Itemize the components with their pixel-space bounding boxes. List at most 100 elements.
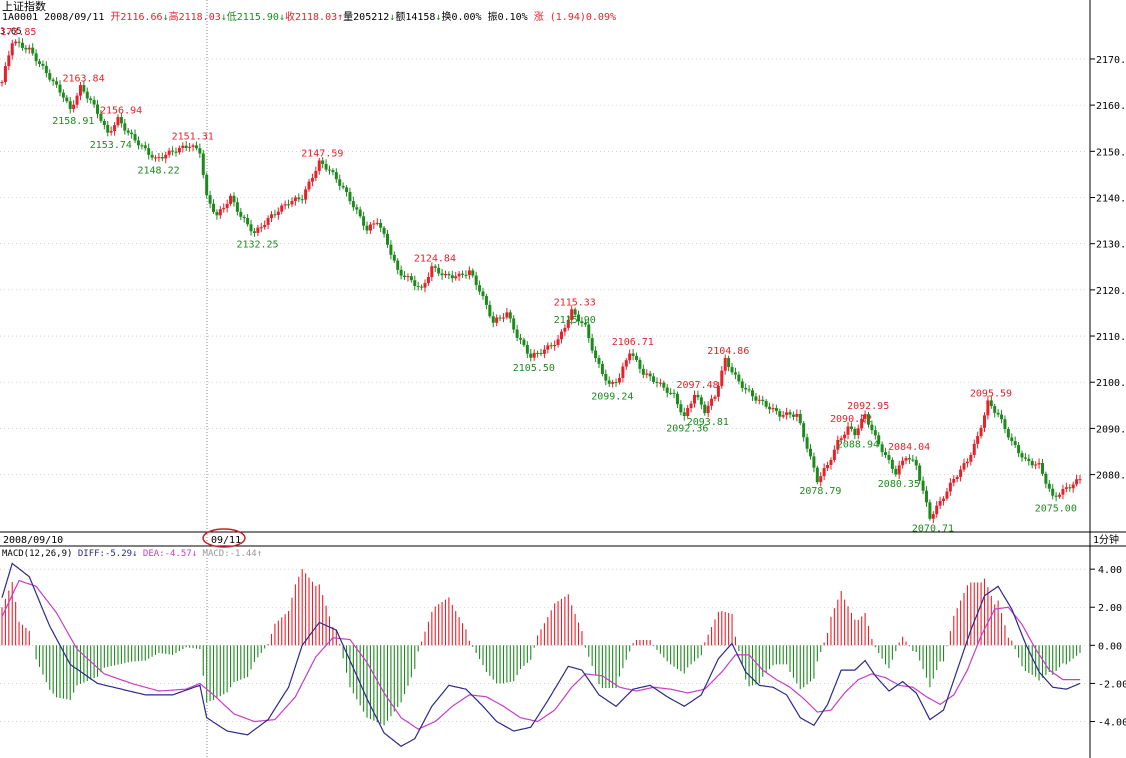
low-annotation: 2099.24 <box>591 392 633 403</box>
candle-up <box>14 41 18 44</box>
candle-down <box>491 316 495 323</box>
change-value: (1.94) <box>550 12 586 23</box>
high-annotation: 2124.84 <box>414 254 456 265</box>
candle-up <box>229 195 233 204</box>
candle-down <box>58 84 62 93</box>
candle-down <box>679 404 683 413</box>
candle-down <box>130 132 134 135</box>
candle-down <box>242 216 246 219</box>
candle-down <box>324 163 328 170</box>
candle-up <box>856 428 860 436</box>
candle-down <box>512 318 516 330</box>
candle-down <box>682 412 686 416</box>
candle-up <box>72 104 76 109</box>
close-label: 收 <box>285 10 295 23</box>
high-annotation: 2115.33 <box>554 297 596 308</box>
candle-up <box>116 117 120 126</box>
candle-up <box>904 458 908 461</box>
candle-down <box>102 120 106 125</box>
macd-title: MACD(12,26,9) <box>2 549 72 559</box>
candle-up <box>972 443 976 455</box>
candle-down <box>914 459 918 466</box>
candle-up <box>935 505 939 515</box>
candle-down <box>788 412 792 415</box>
candle-down <box>51 79 55 82</box>
candle-down <box>522 339 526 346</box>
candle-up <box>843 434 847 439</box>
candle-up <box>256 227 260 233</box>
candle-up <box>658 382 662 384</box>
candle-down <box>761 399 765 402</box>
candle-down <box>1068 487 1072 489</box>
candle-down <box>600 363 604 374</box>
candle-down <box>471 270 475 276</box>
candle-up <box>986 400 990 416</box>
candle-down <box>672 392 676 394</box>
candle-up <box>113 125 117 132</box>
quote-line: 1A0001 2008/09/11 开2116.66↓高2118.03↓低211… <box>2 10 616 23</box>
candle-down <box>1051 488 1055 496</box>
candle-up <box>263 224 267 228</box>
candle-down <box>201 153 205 175</box>
candle-up <box>1034 464 1038 466</box>
low-annotation: 2078.79 <box>799 486 841 497</box>
candle-down <box>31 47 35 54</box>
candle-down <box>24 47 28 50</box>
candle-up <box>191 145 195 147</box>
candle-down <box>921 480 925 491</box>
low-value: 2115.90 <box>237 12 279 23</box>
candle-down <box>812 456 816 468</box>
candle-up <box>556 339 560 345</box>
dea-value: -4.57 <box>165 549 192 559</box>
candle-up <box>501 317 505 319</box>
price-tick-label: 2100.0 <box>1096 378 1126 389</box>
candle-down <box>205 174 209 196</box>
code: 1A0001 <box>2 12 38 23</box>
period-label[interactable]: 1分钟 <box>1093 533 1119 546</box>
candle-up <box>723 357 727 371</box>
high-annotation: 2147.59 <box>301 148 343 159</box>
candle-up <box>181 145 185 148</box>
candle-down <box>85 91 89 99</box>
candle-up <box>222 207 226 210</box>
candle-up <box>218 209 222 216</box>
candle-down <box>41 63 45 66</box>
candle-down <box>1027 458 1031 462</box>
candle-up <box>532 352 536 358</box>
high-annotation: 2106.71 <box>612 337 654 348</box>
candle-up <box>720 370 724 387</box>
diff-value: -5.29 <box>105 549 132 559</box>
macd-label: MACD: <box>203 549 230 559</box>
turnover-label: 换 <box>441 10 451 23</box>
candle-up <box>713 396 717 399</box>
price-tick-label: 2160.0 <box>1096 101 1126 112</box>
candle-up <box>689 403 693 409</box>
candle-down <box>549 345 553 347</box>
candle-down <box>498 317 502 319</box>
candle-down <box>669 392 673 394</box>
change-pct: 0.09% <box>586 12 616 23</box>
macd-tick-label: -2.00 <box>1098 679 1126 690</box>
candle-down <box>880 444 884 453</box>
candle-down <box>488 304 492 317</box>
candle-up <box>467 270 471 276</box>
candle-down <box>246 218 250 225</box>
candle-down <box>740 381 744 388</box>
candle-down <box>1054 495 1058 497</box>
candle-down <box>1044 473 1048 484</box>
candle-down <box>993 406 997 413</box>
candle-down <box>918 465 922 481</box>
candle-up <box>276 211 280 216</box>
candle-up <box>1061 488 1065 495</box>
candle-down <box>727 357 731 368</box>
candle-down <box>587 324 591 339</box>
candle-up <box>406 276 410 278</box>
candle-down <box>1020 453 1024 458</box>
candle-up <box>270 214 273 219</box>
candle-up <box>78 85 82 96</box>
candle-down <box>174 151 178 153</box>
high-annotation: 2092.95 <box>847 401 889 412</box>
candle-down <box>481 291 485 297</box>
candle-down <box>143 145 147 149</box>
